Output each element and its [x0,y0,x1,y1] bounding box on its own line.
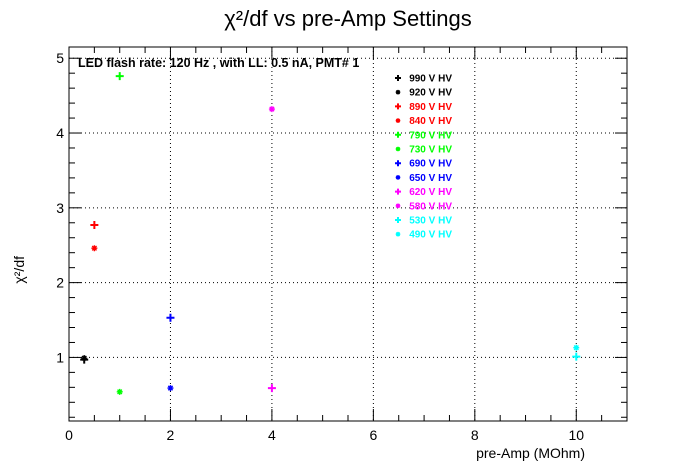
y-tick-label: 2 [56,275,64,291]
legend: 990 V HV 920 V HV 890 V HV 840 V HV 790 V HV… [395,74,452,241]
data-points [80,72,581,395]
x-tick-label: 2 [167,427,175,443]
data-point [166,313,175,322]
legend-marker [395,89,401,95]
x-axis-label: pre-Amp (MOhm) [476,445,585,461]
legend-marker [395,203,401,209]
legend-label: 840 V HV [409,116,452,127]
data-point [115,72,124,81]
legend-label: 530 V HV [409,216,452,227]
grid [68,47,627,421]
legend-marker [395,188,401,195]
legend-marker [395,231,401,237]
legend-label: 490 V HV [409,230,452,241]
y-tick-label: 4 [56,125,64,141]
y-tick-label: 5 [56,50,64,66]
legend-marker [395,103,401,110]
legend-label: 650 V HV [409,173,452,184]
legend-label: 690 V HV [409,159,452,170]
legend-marker [395,118,401,123]
x-tick-label: 0 [65,427,73,443]
x-tick-label: 4 [268,427,276,443]
data-point [90,221,99,230]
y-tick-label: 3 [56,200,64,216]
x-tick-label: 10 [568,427,584,443]
legend-label: 580 V HV [409,201,452,212]
y-axis-label: χ²/df [11,256,27,284]
y-tick-labels: 1 2 3 4 5 [56,50,64,365]
legend-label: 730 V HV [409,145,452,156]
legend-marker [395,75,401,81]
data-point [116,388,123,395]
x-tick-labels: 0 2 4 6 8 10 [65,427,584,443]
y-tick-label: 1 [56,349,64,365]
legend-label: 890 V HV [409,102,452,113]
data-point [91,245,98,252]
legend-label: 790 V HV [409,130,452,141]
legend-label: 620 V HV [409,187,452,198]
legend-marker [395,217,401,223]
data-point [572,352,581,361]
axis-ticks [68,47,628,421]
legend-marker [395,160,401,167]
data-point [81,355,88,362]
legend-label: 920 V HV [409,88,452,99]
legend-marker [395,175,401,180]
x-tick-label: 8 [471,427,479,443]
legend-marker [395,146,401,152]
x-tick-label: 6 [369,427,377,443]
data-point [268,106,275,113]
data-point [167,385,174,392]
annotation-text: LED flash rate: 120 Hz , with LL: 0.5 nA… [78,56,359,70]
legend-marker [395,131,401,138]
legend-label: 990 V HV [409,74,452,85]
data-point [267,384,276,393]
chart-title: χ²/df vs pre-Amp Settings [224,6,472,31]
data-point [573,344,580,351]
